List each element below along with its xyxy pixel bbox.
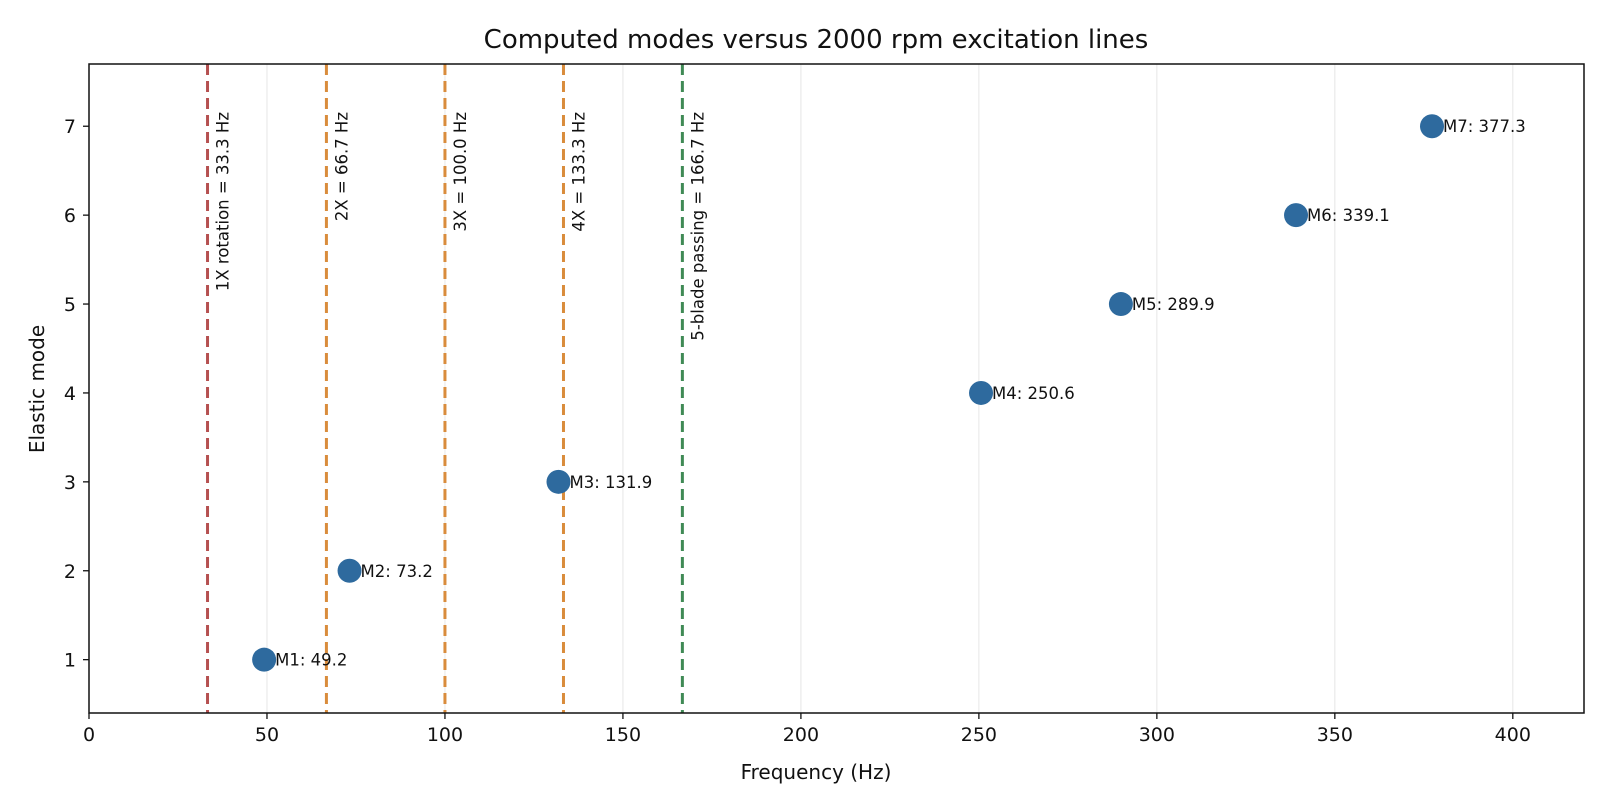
mode-point-label: M7: 377.3: [1443, 117, 1526, 136]
x-tick-label: 150: [605, 724, 641, 746]
x-tick-label: 100: [427, 724, 463, 746]
x-tick-label: 400: [1495, 724, 1531, 746]
mode-point-label: M3: 131.9: [570, 473, 653, 492]
mode-point-label: M1: 49.2: [275, 651, 347, 670]
x-tick-label: 50: [255, 724, 279, 746]
y-tick-label: 3: [64, 472, 76, 494]
excitation-line-label: 1X rotation = 33.3 Hz: [214, 112, 233, 291]
y-tick-label: 1: [64, 650, 76, 672]
excitation-lines: 1X rotation = 33.3 Hz 2X = 66.7 Hz 3X = 10…: [206, 64, 707, 713]
excitation-line-label: 5-blade passing = 166.7 Hz: [688, 112, 707, 341]
mode-point: [1108, 292, 1133, 317]
x-tick-label: 250: [961, 724, 997, 746]
excitation-line-label: 2X = 66.7 Hz: [332, 112, 351, 221]
y-tick-label: 5: [64, 294, 76, 316]
mode-point: [1420, 114, 1445, 139]
y-tick-label: 2: [64, 561, 76, 583]
x-tick-label: 300: [1139, 724, 1175, 746]
mode-point: [252, 647, 277, 672]
mode-point-label: M5: 289.9: [1132, 295, 1215, 314]
excitation-line-label: 4X = 133.3 Hz: [569, 112, 588, 232]
mode-point: [546, 469, 571, 494]
mode-point: [969, 380, 994, 405]
x-tick-label: 200: [783, 724, 819, 746]
y-tick-label: 6: [64, 205, 76, 227]
mode-point-label: M4: 250.6: [992, 384, 1075, 403]
chart-title: Computed modes versus 2000 rpm excitatio…: [484, 25, 1149, 55]
y-tick-label: 7: [64, 116, 76, 138]
mode-point: [337, 558, 362, 583]
plot-frame: [88, 63, 1585, 714]
x-tick-label: 350: [1317, 724, 1353, 746]
x-axis-ticks: 0 50 100 150 200 250 300 350 400: [83, 713, 1531, 746]
mode-point-label: M2: 73.2: [361, 562, 433, 581]
excitation-line-label: 3X = 100.0 Hz: [451, 112, 470, 232]
mode-point: [1284, 203, 1309, 228]
vertical-grid: [88, 64, 1514, 713]
mode-point-label: M6: 339.1: [1307, 206, 1390, 225]
y-axis-label: Elastic mode: [25, 325, 49, 453]
mode-points: M1: 49.2 M2: 73.2 M3: 131.9 M4: 250.6 M5: 28…: [252, 114, 1526, 672]
x-axis-label: Frequency (Hz): [741, 760, 892, 784]
x-tick-label: 0: [83, 724, 95, 746]
y-tick-label: 4: [64, 383, 76, 405]
y-axis-ticks: 1 2 3 4 5 6 7: [64, 116, 89, 672]
